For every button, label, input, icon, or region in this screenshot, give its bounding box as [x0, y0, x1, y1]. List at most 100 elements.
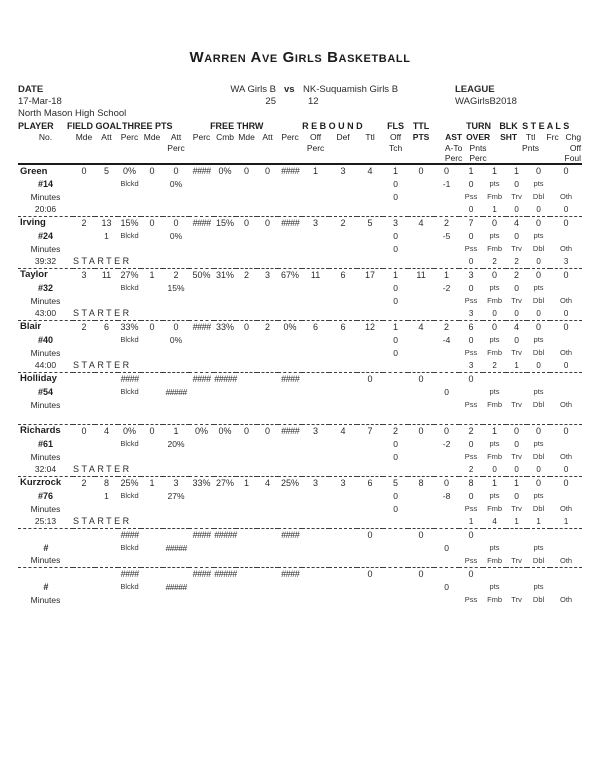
spacer-cell [434, 255, 459, 268]
spacer-cell [329, 398, 357, 411]
cell-pss-count: 3 [468, 308, 474, 318]
cell-fg-mde [73, 527, 95, 541]
player-name: Kurzrock [18, 475, 73, 489]
cell-turnover: 0 [459, 527, 484, 541]
dbl-label: Dbl [532, 244, 545, 253]
spacer-cell [329, 489, 357, 502]
cell-dbl-count: 0 [536, 308, 541, 318]
cell-over-pnts [459, 580, 483, 593]
cell-stl-frc: 0 [527, 215, 551, 229]
cell-fg-att: 4 [95, 423, 118, 437]
spacer-cell [357, 411, 383, 424]
cell-tp-att: 1 [163, 423, 190, 437]
cell-stl-ttl [506, 527, 528, 541]
spacer-cell [257, 515, 278, 528]
cell-stl-ttl [506, 566, 528, 580]
box-score-table: PLAYER FIELD GOAL THREE PTS FREE THRW R … [18, 120, 583, 606]
cell-stl-ttl: 1 [506, 475, 528, 489]
spacer-cell [118, 190, 141, 203]
spacer-cell [236, 398, 257, 411]
minutes-value [18, 411, 73, 424]
spacer-cell [257, 541, 278, 554]
blocked-label: Blckd [120, 231, 139, 240]
spacer-cell [214, 398, 236, 411]
spacer-cell [189, 142, 302, 153]
spacer-cell [329, 411, 357, 424]
cell-fg-mde: 2 [73, 475, 95, 489]
cell-over-pnts: 0 [468, 178, 474, 189]
player-row-footer: 43:00 STARTER 3 0 0 0 0 [18, 307, 582, 320]
starter-label: STARTER [73, 360, 132, 371]
spacer-cell [357, 281, 383, 294]
spacer-cell [257, 411, 278, 424]
spacer-cell [278, 463, 302, 476]
spacer-cell [189, 541, 214, 554]
spacer-cell [189, 437, 214, 450]
spacer-cell [141, 229, 163, 242]
spacer-cell [236, 541, 257, 554]
spacer-cell [329, 142, 383, 153]
cell-blk-sht [483, 566, 507, 580]
cell-blocked-count: 1 [104, 490, 109, 501]
cell-cmb: ##### [214, 371, 237, 385]
cell-fls: 2 [383, 423, 409, 437]
spacer-cell [141, 554, 163, 567]
minutes-value: 44:00 [34, 360, 57, 371]
player-name [18, 566, 73, 580]
player-row-detail: #32 Blckd 15% 0 -2 0 pts 0 pts [18, 281, 582, 294]
spacer-cell [550, 333, 582, 346]
cell-tp-perc: #### [189, 566, 215, 580]
spacer-cell [141, 580, 163, 593]
cell-reb-ttl: 4 [367, 166, 373, 176]
spacer-cell [118, 502, 141, 515]
cell-ft-perc: #### [278, 371, 303, 385]
spacer-cell [163, 255, 189, 268]
cell-fls-tch-2: 0 [393, 295, 398, 306]
fmb-label: Fmb [487, 452, 503, 461]
spacer-cell [236, 437, 257, 450]
cell-fg-att: 13 [95, 215, 118, 229]
spacer-cell [163, 359, 189, 372]
spacer-cell [278, 398, 302, 411]
cell-stl-chg [550, 566, 583, 580]
spacer-cell [257, 177, 278, 190]
spacer-cell [257, 255, 278, 268]
spacer-cell [163, 515, 189, 528]
cell-tp-mde [141, 566, 164, 580]
spacer-cell [236, 502, 257, 515]
spacer-cell [118, 242, 141, 255]
spacer-cell [214, 190, 236, 203]
spacer-cell [278, 281, 302, 294]
cell-oth-count: 0 [563, 464, 569, 474]
cell-over-pnts [459, 385, 483, 398]
cell-cmb: ##### [214, 527, 237, 541]
spacer-cell [257, 463, 278, 476]
spacer-cell [278, 333, 302, 346]
spacer-cell [236, 359, 257, 372]
cell-turnover: 2 [459, 423, 484, 437]
trv-label: Trv [511, 348, 522, 357]
spacer-cell [141, 190, 163, 203]
header-sub-row-2: Perc Perc Tch A-To Pnts Pnts Off [18, 142, 582, 153]
spacer-cell [302, 450, 329, 463]
cell-ft-mde: 0 [244, 166, 250, 176]
spacer-cell [408, 177, 434, 190]
cell-fmb-count: 4 [492, 516, 497, 526]
cell-fg-perc: 0% [123, 166, 137, 176]
minutes-label: Minutes [30, 594, 61, 605]
spacer-cell [434, 120, 459, 131]
cell-reb-off: 6 [302, 319, 330, 333]
spacer-cell [214, 463, 236, 476]
spacer-cell [236, 255, 257, 268]
cell-reb-off: 1 [313, 166, 319, 176]
cell-ast-ato: -2 [442, 282, 451, 293]
cell-reb-def: 6 [329, 267, 358, 281]
cell-fls-tch [383, 541, 408, 554]
spacer-cell [357, 203, 383, 216]
cell-fls: 1 [383, 267, 409, 281]
sub-pts: PTS [412, 131, 430, 142]
cell-reb-def [329, 566, 358, 580]
fmb-label: Fmb [487, 504, 503, 513]
pss-label: Pss [464, 348, 478, 357]
cell-fg-att: 11 [95, 267, 118, 281]
